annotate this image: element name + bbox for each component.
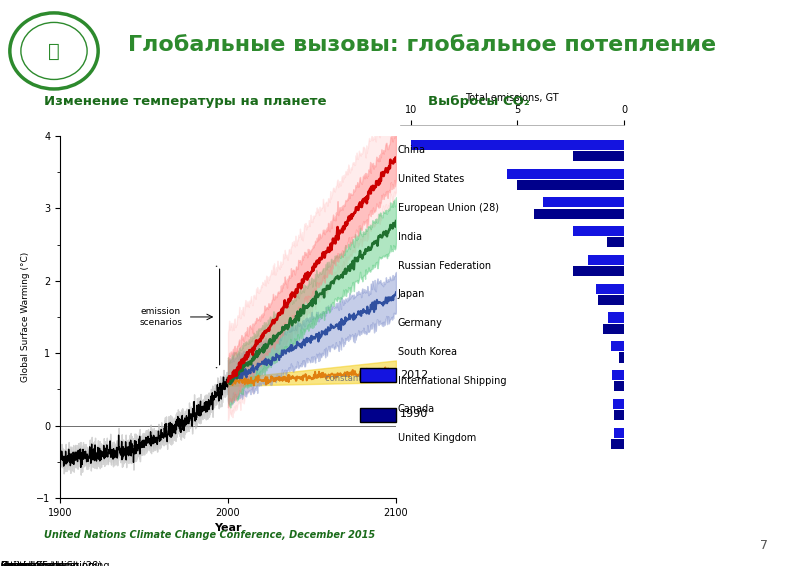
Bar — [573, 266, 624, 276]
Text: 1990: 1990 — [400, 409, 428, 419]
Bar — [612, 370, 624, 380]
Text: 🐉: 🐉 — [48, 41, 60, 61]
Text: China: China — [1, 561, 29, 566]
Text: United Kingdom: United Kingdom — [1, 561, 79, 566]
Text: United States: United States — [398, 174, 464, 184]
Text: India: India — [1, 561, 25, 566]
Text: variability between models: variability between models — [0, 565, 1, 566]
Bar — [573, 151, 624, 161]
Bar — [602, 324, 624, 334]
X-axis label: Year: Year — [214, 524, 242, 533]
Bar — [573, 226, 624, 236]
Text: United Nations Climate Change Conference, December 2015: United Nations Climate Change Conference… — [44, 530, 375, 540]
Bar — [614, 427, 624, 438]
Bar — [608, 312, 624, 323]
Bar — [410, 140, 624, 150]
Text: India: India — [398, 231, 422, 242]
Text: United States: United States — [1, 561, 67, 566]
Text: Canada: Canada — [1, 561, 38, 566]
Bar — [518, 180, 624, 190]
Text: Canada: Canada — [398, 405, 435, 414]
Text: high growth (A2): high growth (A2) — [0, 565, 1, 566]
Bar — [611, 341, 624, 351]
Text: Japan: Japan — [1, 561, 28, 566]
Text: low growth (B1): low growth (B1) — [0, 565, 1, 566]
Bar — [614, 410, 624, 420]
Bar — [611, 439, 624, 449]
Bar — [598, 295, 624, 305]
Text: Germany: Germany — [398, 318, 442, 328]
Bar — [613, 399, 624, 409]
Text: South Korea: South Korea — [398, 347, 457, 357]
Bar — [588, 255, 624, 265]
Text: International Shipping: International Shipping — [398, 376, 506, 385]
Text: Germany: Germany — [1, 561, 46, 566]
Text: Russian Federation: Russian Federation — [1, 561, 94, 566]
Text: European Union (28): European Union (28) — [1, 561, 102, 566]
Text: International Shipping: International Shipping — [1, 561, 110, 566]
Bar — [534, 208, 624, 218]
Text: Russian Federation: Russian Federation — [398, 260, 491, 271]
Bar — [618, 353, 624, 363]
Text: China: China — [398, 145, 426, 156]
Text: emission
scenarios: emission scenarios — [139, 307, 182, 327]
Text: constant CO₂: constant CO₂ — [326, 374, 380, 383]
Text: Глобальные вызовы: глобальное потепление: Глобальные вызовы: глобальное потепление — [128, 35, 716, 55]
X-axis label: Total emissions, GT: Total emissions, GT — [465, 93, 559, 102]
Bar — [596, 284, 624, 294]
Text: European Union (28): European Union (28) — [398, 203, 499, 213]
Y-axis label: Global Surface Warming (°C): Global Surface Warming (°C) — [22, 252, 30, 382]
Text: Выбросы CO₂: Выбросы CO₂ — [428, 95, 530, 108]
Text: South Korea: South Korea — [1, 561, 60, 566]
Text: 2012: 2012 — [400, 370, 428, 380]
Text: moderate growth (A1B): moderate growth (A1B) — [0, 565, 1, 566]
Bar — [506, 169, 624, 179]
Text: United Kingdom: United Kingdom — [398, 433, 476, 443]
Text: 7: 7 — [760, 539, 768, 552]
Bar — [607, 237, 624, 247]
Bar — [543, 198, 624, 207]
Bar — [614, 381, 624, 391]
Text: Japan: Japan — [398, 289, 426, 299]
Text: Изменение температуры на планете: Изменение температуры на планете — [44, 95, 326, 108]
